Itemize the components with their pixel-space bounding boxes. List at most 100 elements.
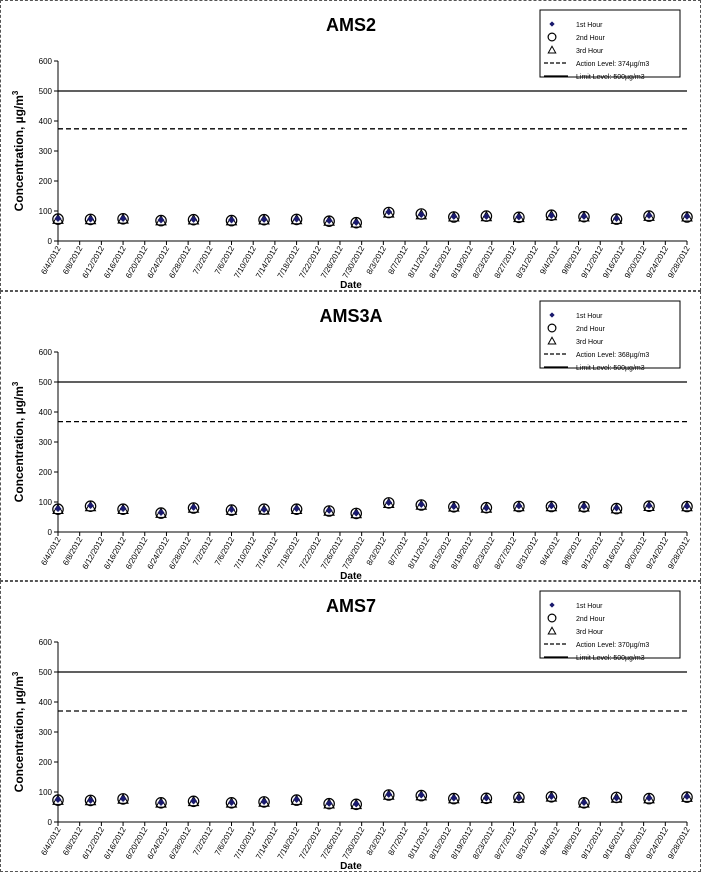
y-tick-label: 500 bbox=[39, 87, 53, 96]
legend-label: 3rd Hour bbox=[576, 629, 604, 636]
data-point-diamond bbox=[683, 502, 691, 510]
y-tick-label: 200 bbox=[39, 758, 53, 767]
legend-label: 2nd Hour bbox=[576, 616, 605, 623]
data-point-diamond bbox=[86, 215, 95, 223]
data-point-diamond bbox=[450, 794, 458, 802]
data-point-diamond bbox=[580, 502, 588, 511]
data-point-diamond bbox=[54, 214, 62, 223]
y-tick-label: 100 bbox=[39, 207, 53, 216]
y-tick-label: 400 bbox=[39, 117, 53, 126]
y-tick-label: 300 bbox=[39, 728, 53, 737]
data-point-diamond bbox=[547, 502, 555, 510]
y-tick-label: 0 bbox=[48, 818, 53, 827]
legend-marker-triangle bbox=[547, 45, 557, 54]
data-point-diamond bbox=[260, 798, 268, 806]
data-point-diamond bbox=[157, 508, 165, 517]
data-point-diamond bbox=[293, 215, 301, 223]
legend-label: 1st Hour bbox=[576, 313, 603, 320]
x-tick-label: 7/6/2012 bbox=[213, 535, 237, 567]
y-axis-label-text: Concentration, µg/m bbox=[12, 386, 26, 502]
x-tick-label: 9/8/2012 bbox=[560, 244, 584, 276]
legend-marker-circle bbox=[547, 32, 557, 42]
data-point-diamond bbox=[417, 500, 425, 508]
chart-panel-ams2: AMS2 0 100 200 300 400 500 600 6/4/2012 6/8/2012 6… bbox=[0, 0, 701, 291]
y-tick-label: 500 bbox=[39, 378, 53, 387]
x-axis-label: Date bbox=[340, 571, 362, 580]
y-axis-label-text: Concentration, µg/m bbox=[12, 676, 26, 792]
y-tick-label: 600 bbox=[39, 348, 53, 357]
data-point-diamond bbox=[54, 505, 62, 513]
y-tick-label: 200 bbox=[39, 177, 53, 186]
legend-label: 3rd Hour bbox=[576, 339, 604, 346]
x-tick-label: 9/4/2012 bbox=[538, 244, 562, 276]
legend-label: 1st Hour bbox=[576, 603, 603, 610]
x-tick-label: 6/4/2012 bbox=[39, 244, 63, 276]
legend-label: 3rd Hour bbox=[576, 48, 604, 55]
y-tick-label: 300 bbox=[39, 147, 53, 156]
legend-label: Action Level: 370µg/m3 bbox=[576, 642, 649, 649]
legend-marker-diamond bbox=[549, 602, 555, 608]
y-tick-label: 0 bbox=[48, 528, 53, 537]
data-point-diamond bbox=[325, 217, 333, 225]
x-tick-label: 7/2/2012 bbox=[191, 825, 215, 857]
y-tick-label: 600 bbox=[39, 57, 53, 66]
legend-box bbox=[539, 590, 681, 659]
data-point-diamond bbox=[86, 796, 95, 804]
legend-box bbox=[539, 300, 681, 369]
data-point-diamond bbox=[227, 505, 236, 514]
data-point-diamond bbox=[190, 215, 198, 223]
x-tick-label: 8/31/2012 bbox=[514, 244, 540, 280]
data-point-diamond bbox=[119, 214, 127, 223]
y-tick-label: 400 bbox=[39, 408, 53, 417]
data-point-diamond bbox=[612, 794, 621, 802]
legend-label: 2nd Hour bbox=[576, 35, 605, 42]
y-tick-label: 300 bbox=[39, 438, 53, 447]
y-tick-label: 400 bbox=[39, 698, 53, 707]
data-point-diamond bbox=[547, 792, 555, 801]
legend-marker-diamond bbox=[549, 21, 555, 27]
data-point-diamond bbox=[580, 212, 588, 220]
data-point-diamond bbox=[482, 504, 490, 512]
data-point-diamond bbox=[645, 502, 653, 510]
data-point-diamond bbox=[325, 799, 333, 807]
legend-label: Action Level: 374µg/m3 bbox=[576, 61, 649, 68]
data-point-diamond bbox=[260, 215, 268, 223]
data-point-diamond bbox=[190, 797, 198, 805]
x-tick-label: 7/30/2012 bbox=[341, 535, 367, 571]
chart-title: AMS3A bbox=[319, 306, 382, 326]
data-point-diamond bbox=[157, 798, 165, 807]
data-point-diamond bbox=[86, 502, 95, 510]
x-tick-label: 7/6/2012 bbox=[213, 825, 237, 857]
x-tick-label: 6/4/2012 bbox=[39, 535, 63, 567]
x-tick-label: 8/3/2012 bbox=[365, 244, 389, 276]
x-tick-label: 6/8/2012 bbox=[61, 825, 85, 857]
data-point-diamond bbox=[580, 798, 588, 807]
data-point-diamond bbox=[547, 211, 555, 220]
x-tick-label: 7/30/2012 bbox=[341, 244, 367, 280]
y-axis-label-superscript: 3 bbox=[11, 90, 20, 95]
data-point-diamond bbox=[260, 505, 268, 514]
data-point-diamond bbox=[293, 795, 301, 804]
data-point-diamond bbox=[325, 506, 333, 514]
data-point-diamond bbox=[645, 794, 653, 802]
x-axis-label: Date bbox=[340, 861, 362, 871]
legend-label: 1st Hour bbox=[576, 22, 603, 29]
y-axis-label-superscript: 3 bbox=[11, 381, 20, 386]
legend-marker-triangle bbox=[547, 626, 557, 635]
x-tick-label: 6/8/2012 bbox=[61, 244, 85, 276]
data-point-diamond bbox=[227, 798, 236, 807]
data-point-diamond bbox=[683, 792, 691, 801]
legend-marker-triangle bbox=[547, 336, 557, 345]
x-tick-label: 8/3/2012 bbox=[365, 535, 389, 567]
x-tick-label: 8/31/2012 bbox=[514, 825, 540, 861]
x-tick-label: 7/6/2012 bbox=[213, 244, 237, 276]
data-point-diamond bbox=[385, 499, 393, 507]
data-point-diamond bbox=[683, 212, 691, 220]
x-tick-label: 8/3/2012 bbox=[365, 825, 389, 857]
x-tick-label: 6/28/2012 bbox=[167, 535, 193, 571]
y-axis-label-superscript: 3 bbox=[11, 671, 20, 676]
x-tick-label: 8/7/2012 bbox=[386, 535, 410, 567]
data-point-diamond bbox=[190, 503, 198, 511]
